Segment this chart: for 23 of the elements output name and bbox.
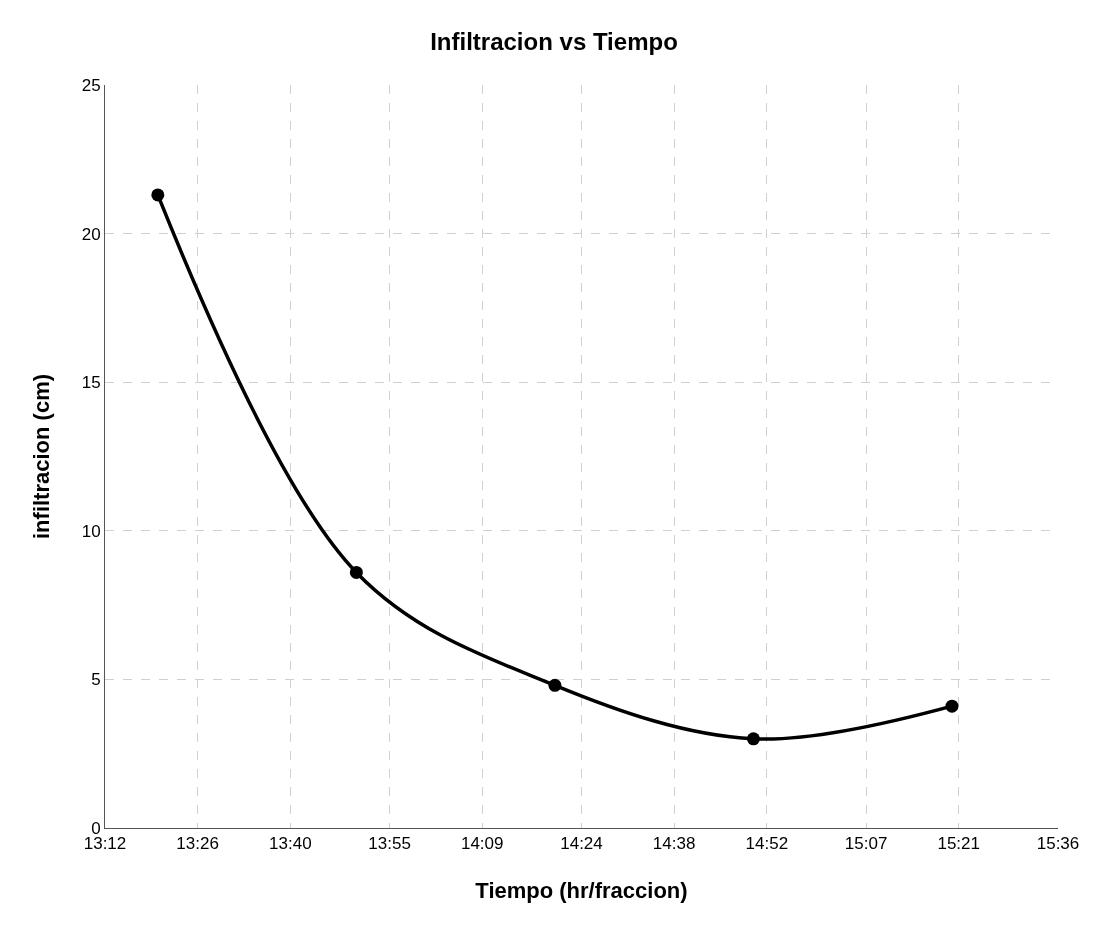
chart-title: Infiltracion vs Tiempo [430,27,678,55]
x-tick-label: 14:38 [652,834,696,854]
x-tick-label: 15:07 [844,834,888,854]
x-axis-title: Tiempo (hr/fraccion) [475,878,688,904]
point [349,565,363,579]
y-tick-label: 20 [81,224,101,244]
point [548,678,562,692]
x-tick-label: 14:24 [560,834,603,854]
y-tick-label: 25 [81,75,101,95]
x-tick-label: 15:36 [1036,834,1080,854]
x-tick-label: 15:21 [937,834,980,854]
point [945,699,959,713]
y-tick-label: 5 [91,670,101,690]
x-tick-label: 13:26 [176,834,219,854]
point [746,732,760,746]
y-tick-label: 10 [81,521,101,541]
x-tick-label: 13:40 [269,834,312,854]
x-tick-label: 14:52 [745,834,789,854]
point [151,188,165,202]
x-tick-label: 14:09 [460,834,504,854]
y-axis-title: infiltracion (cm) [29,373,55,540]
x-tick-label: 13:55 [368,834,411,854]
y-tick-label: 15 [81,373,101,393]
